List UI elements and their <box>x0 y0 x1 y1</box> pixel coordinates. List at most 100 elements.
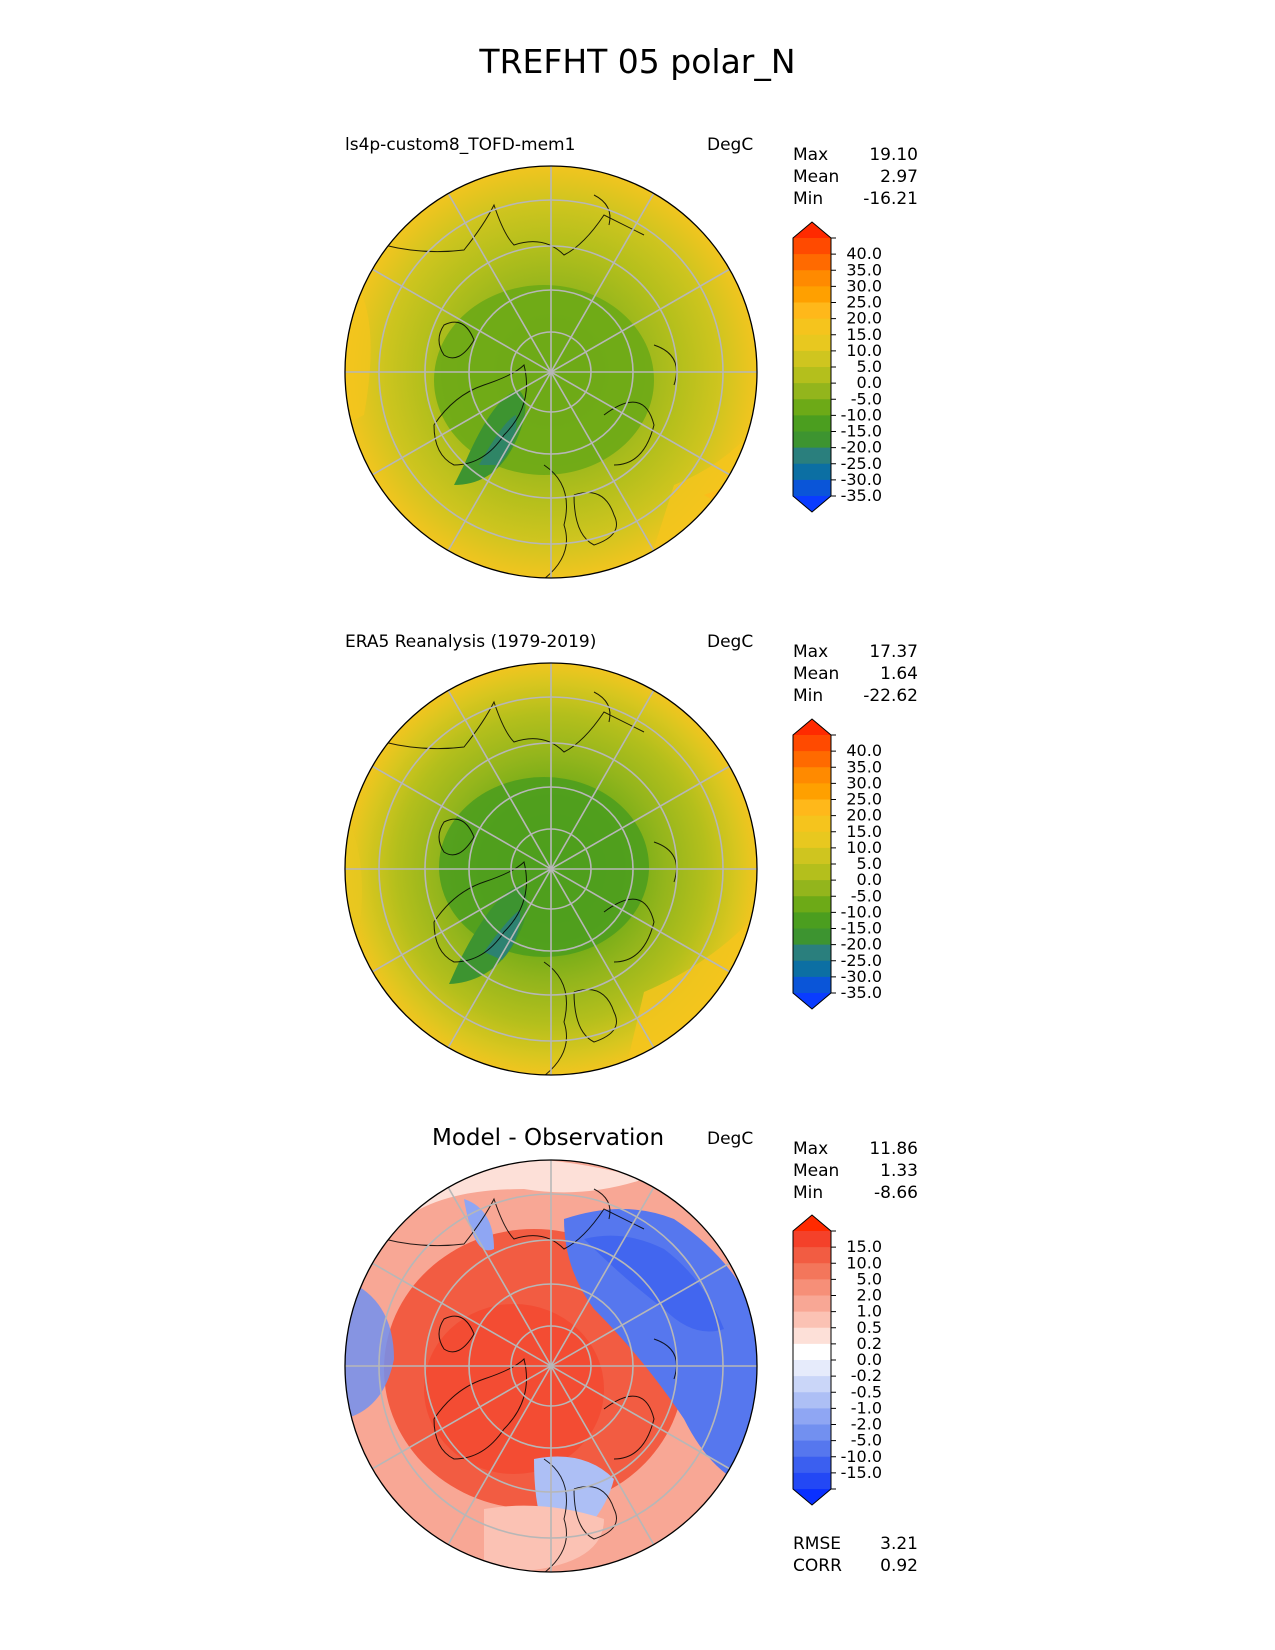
colorbar-segment <box>793 1456 831 1474</box>
colorbar-tick-label: 30.0 <box>846 276 882 295</box>
colorbar-segment <box>793 1424 831 1442</box>
stats-diff: Max 11.86 Mean 1.33 Min -8.66 <box>793 1138 918 1204</box>
colorbar-test: 40.035.030.025.020.015.010.05.00.0-5.0-1… <box>792 221 882 513</box>
colorbar-tick-label: -10.0 <box>841 1447 882 1466</box>
colorbar-tick-label: 20.0 <box>846 309 882 328</box>
colorbar-segment <box>793 1440 831 1458</box>
colorbar-segment <box>793 831 831 849</box>
stat-value: -8.66 <box>874 1183 918 1203</box>
colorbar-ref: 40.035.030.025.020.015.010.05.00.0-5.0-1… <box>792 718 882 1010</box>
stat-value: 0.92 <box>880 1556 918 1576</box>
colorbar-segment <box>793 447 831 465</box>
colorbar-segment <box>793 1408 831 1426</box>
colorbar-tick-label: -2.0 <box>851 1415 882 1434</box>
stat-label: RMSE <box>793 1534 842 1554</box>
stat-value: 1.33 <box>880 1161 918 1181</box>
colorbar-segment <box>793 270 831 287</box>
stat-value: 2.97 <box>880 167 918 187</box>
colorbar-tick-label: 10.0 <box>846 341 882 360</box>
colorbar-tick-label: -15.0 <box>841 422 882 441</box>
colorbar-segment <box>793 1472 831 1490</box>
stat-label: Max <box>793 642 829 662</box>
colorbar-segment <box>793 399 831 416</box>
colorbar-segment <box>793 960 831 978</box>
colorbar-segment <box>793 1279 831 1297</box>
colorbar-tick-label: -35.0 <box>841 983 882 1002</box>
colorbar-segment <box>793 1263 831 1280</box>
colorbar-tick-label: 35.0 <box>846 260 882 279</box>
colorbar-tick-label: -5.0 <box>851 886 882 905</box>
polar-map-test <box>344 165 758 579</box>
colorbar-tick-label: 0.5 <box>857 1318 882 1337</box>
colorbar-tick-label: -5.0 <box>851 1431 882 1450</box>
colorbar-tick-label: 0.0 <box>857 870 882 889</box>
colorbar-tick-label: 10.0 <box>846 1253 882 1272</box>
colorbar-segment <box>793 928 831 946</box>
colorbar-segment <box>793 896 831 913</box>
colorbar-tick-label: 10.0 <box>846 838 882 857</box>
colorbar-tick-label: -1.0 <box>851 1398 882 1417</box>
stat-label: Min <box>793 189 824 209</box>
stats-ref: Max 17.37 Mean 1.64 Min -22.62 <box>793 641 918 707</box>
colorbar-segment <box>793 1311 831 1329</box>
colorbar-segment <box>793 302 831 320</box>
colorbar-segment <box>793 367 831 384</box>
panel-title-ref: ERA5 Reanalysis (1979-2019) <box>345 632 597 652</box>
colorbar-segment <box>793 799 831 817</box>
colorbar-diff: 15.010.05.02.01.00.50.20.0-0.2-0.5-1.0-2… <box>792 1214 882 1506</box>
colorbar-segment <box>793 318 831 336</box>
colorbar-segment <box>793 286 831 304</box>
colorbar-segment <box>793 735 831 752</box>
polar-map-diff <box>344 1159 758 1573</box>
colorbar-tick-label: -10.0 <box>841 405 882 424</box>
colorbar-extend-bottom <box>793 1489 831 1505</box>
colorbar-segment <box>793 238 831 255</box>
colorbar-segment <box>793 334 831 352</box>
colorbar-segment <box>793 1231 831 1248</box>
colorbar-tick-label: 20.0 <box>846 806 882 825</box>
colorbar-segment <box>793 383 831 400</box>
colorbar-tick-label: 25.0 <box>846 790 882 809</box>
colorbar-segment <box>793 479 831 497</box>
colorbar-tick-label: 35.0 <box>846 757 882 776</box>
panel-title-diff: Model - Observation <box>432 1125 665 1151</box>
colorbar-segment <box>793 1247 831 1264</box>
colorbar-segment <box>793 767 831 784</box>
colorbar-segment <box>793 463 831 481</box>
colorbar-extend-bottom <box>793 496 831 512</box>
colorbar-segment <box>793 1295 831 1313</box>
colorbar-segment <box>793 1392 831 1409</box>
stat-label: Min <box>793 686 824 706</box>
colorbar-tick-label: 1.0 <box>857 1302 882 1321</box>
colorbar-tick-label: 0.0 <box>857 373 882 392</box>
panel-units-ref: DegC <box>707 632 754 652</box>
colorbar-segment <box>793 864 831 881</box>
colorbar-segment <box>793 1343 831 1361</box>
colorbar-tick-label: 30.0 <box>846 773 882 792</box>
extra-stats-diff: RMSE 3.21 CORR 0.92 <box>793 1533 918 1577</box>
stat-label: Max <box>793 145 829 165</box>
stat-label: Max <box>793 1139 829 1159</box>
colorbar-extend-top <box>793 1215 831 1231</box>
colorbar-tick-label: -30.0 <box>841 470 882 489</box>
stat-value: 19.10 <box>869 145 918 165</box>
stat-value: 17.37 <box>869 642 918 662</box>
colorbar-tick-label: 40.0 <box>846 741 882 760</box>
stat-value: 3.21 <box>880 1534 918 1554</box>
stat-value: 11.86 <box>869 1139 918 1159</box>
colorbar-tick-label: 5.0 <box>857 1269 882 1288</box>
colorbar-tick-label: 15.0 <box>846 325 882 344</box>
colorbar-tick-label: -0.5 <box>851 1382 882 1401</box>
stat-label: Min <box>793 1183 824 1203</box>
colorbar-tick-label: -25.0 <box>841 454 882 473</box>
colorbar-extend-top <box>793 222 831 238</box>
colorbar-segment <box>793 431 831 449</box>
colorbar-segment <box>793 350 831 368</box>
stat-value: -16.21 <box>863 189 918 209</box>
colorbar-segment <box>793 254 831 271</box>
stats-test: Max 19.10 Mean 2.97 Min -16.21 <box>793 144 918 210</box>
panel-title-test: ls4p-custom8_TOFD-mem1 <box>345 135 576 155</box>
colorbar-tick-label: -20.0 <box>841 935 882 954</box>
colorbar-segment <box>793 847 831 865</box>
stat-label: CORR <box>793 1556 842 1576</box>
